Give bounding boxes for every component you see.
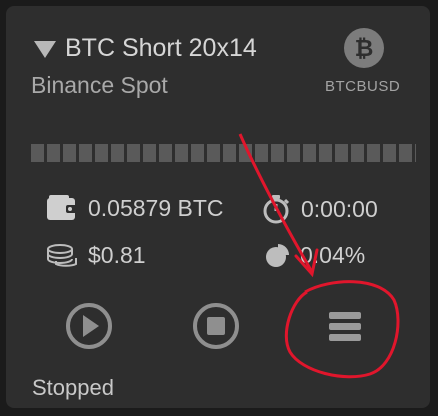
profit-percent-value: 0.04% bbox=[300, 242, 366, 268]
coins-icon bbox=[46, 243, 78, 269]
progress-bar bbox=[31, 144, 416, 162]
play-button[interactable] bbox=[65, 302, 113, 350]
profit-value: $0.81 bbox=[88, 242, 146, 268]
collapse-triangle-icon[interactable] bbox=[34, 41, 56, 58]
balance-value: 0.05879 BTC bbox=[88, 194, 224, 221]
balance-stat: 0.05879 BTC bbox=[46, 194, 224, 222]
menu-button[interactable] bbox=[321, 302, 369, 350]
bot-title: BTC Short 20x14 bbox=[65, 34, 257, 62]
menu-icon bbox=[329, 312, 361, 341]
play-icon bbox=[66, 303, 112, 349]
exchange-label: Binance Spot bbox=[31, 72, 168, 98]
profit-stat: $0.81 bbox=[46, 242, 146, 269]
runtime-value: 0:00:00 bbox=[301, 195, 378, 222]
pie-chart-icon bbox=[264, 243, 290, 269]
stopwatch-icon bbox=[261, 194, 291, 224]
profit-percent-stat: 0.04% bbox=[264, 242, 365, 269]
bot-status: Stopped bbox=[32, 375, 114, 400]
bot-title-row[interactable]: BTC Short 20x14 bbox=[34, 34, 257, 63]
stop-icon bbox=[193, 303, 239, 349]
bot-card[interactable]: BTC Short 20x14 Binance Spot ₿ BTCBUSD 0… bbox=[6, 6, 430, 408]
bitcoin-icon: ₿ bbox=[344, 28, 384, 68]
trading-pair-label: BTCBUSD bbox=[325, 78, 401, 95]
stop-button[interactable] bbox=[192, 302, 240, 350]
wallet-icon bbox=[46, 194, 78, 222]
runtime-stat: 0:00:00 bbox=[261, 194, 378, 224]
